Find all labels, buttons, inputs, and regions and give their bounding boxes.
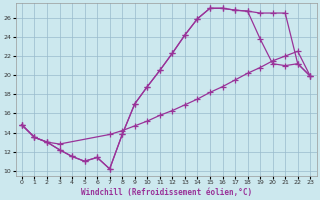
X-axis label: Windchill (Refroidissement éolien,°C): Windchill (Refroidissement éolien,°C) xyxy=(81,188,252,197)
